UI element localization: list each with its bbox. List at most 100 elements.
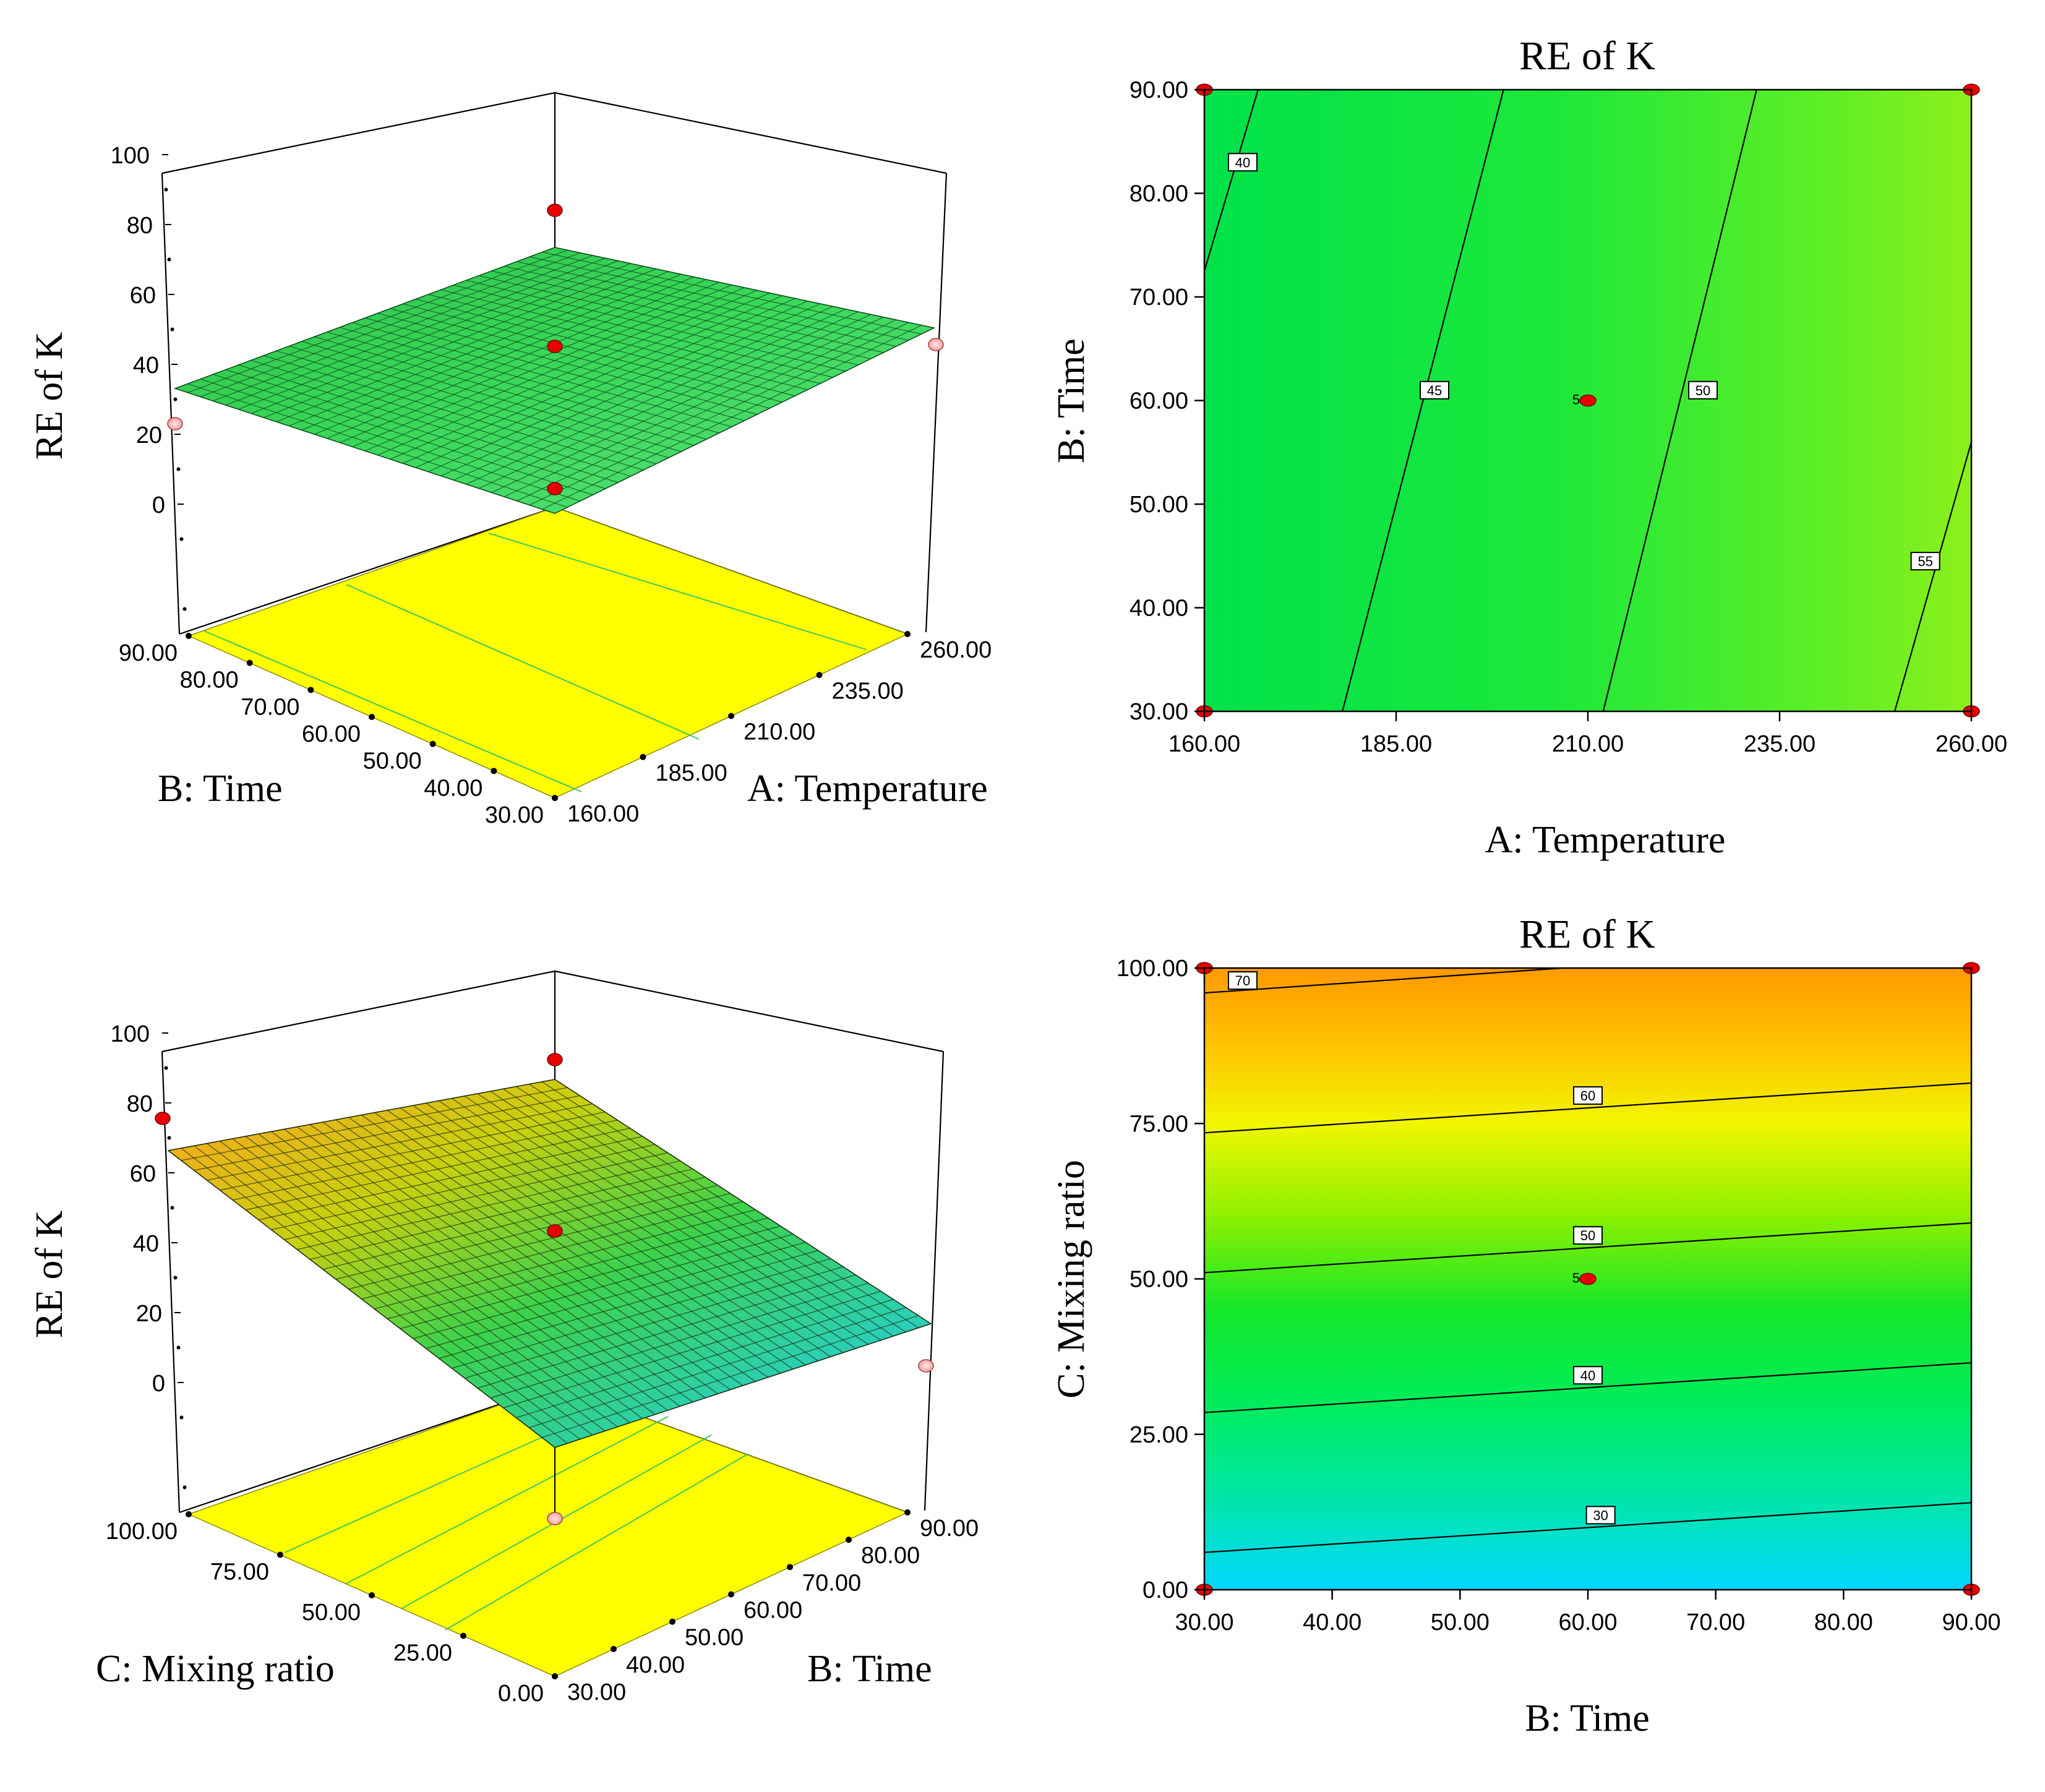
center-point bbox=[1579, 1272, 1597, 1285]
floor-tick-label: 80.00 bbox=[180, 667, 239, 693]
x-tick-label: 260.00 bbox=[1936, 731, 2007, 757]
contour-label-box bbox=[1573, 1226, 1603, 1245]
floor-tick bbox=[552, 1673, 558, 1679]
x-tick-label: 70.00 bbox=[1686, 1610, 1745, 1636]
floor-tick-label: 50.00 bbox=[363, 748, 422, 774]
floor-tick-label: 30.00 bbox=[485, 802, 544, 828]
floor-tick bbox=[904, 1509, 911, 1515]
contour-label: 30 bbox=[1593, 1507, 1608, 1523]
mesh-line bbox=[529, 1307, 906, 1428]
design-points bbox=[155, 1053, 934, 1525]
design-point bbox=[918, 1359, 934, 1373]
design-point bbox=[547, 204, 563, 217]
floor-tick-label: 40.00 bbox=[626, 1652, 685, 1678]
floor-tick bbox=[369, 714, 375, 720]
contour-label: 40 bbox=[1580, 1368, 1595, 1383]
floor-tick bbox=[186, 633, 192, 639]
x-tick-label: 30.00 bbox=[1175, 1610, 1233, 1636]
mesh-line bbox=[554, 327, 935, 514]
design-point bbox=[547, 1224, 563, 1238]
z-tick-label: 20 bbox=[136, 1301, 162, 1327]
mesh-line bbox=[541, 1315, 919, 1438]
floor-tick-label: 70.00 bbox=[802, 1570, 861, 1596]
z-minor-tick bbox=[167, 1136, 171, 1140]
z-minor-tick bbox=[164, 1066, 168, 1070]
mesh-line bbox=[516, 1298, 894, 1418]
y-tick-label: 25.00 bbox=[1130, 1422, 1188, 1448]
z-minor-tick bbox=[173, 397, 178, 401]
design-point bbox=[928, 338, 944, 351]
contour-lines bbox=[1204, 967, 1972, 1553]
contour-label-box bbox=[1573, 1366, 1603, 1385]
x-tick-label: 60.00 bbox=[1558, 1610, 1617, 1636]
mesh-line bbox=[529, 1084, 906, 1332]
x-tick-label: 50.00 bbox=[1431, 1610, 1490, 1636]
x-axis-label: B: Time bbox=[807, 1648, 932, 1690]
design-point bbox=[155, 1112, 171, 1125]
floor-tick-label: 75.00 bbox=[210, 1559, 269, 1585]
z-axis-ticks: 100 80 60 40 20 0 bbox=[111, 143, 187, 611]
floor-tick-label: 90.00 bbox=[920, 1515, 979, 1541]
y-tick-label: 80.00 bbox=[1130, 181, 1188, 207]
z-axis-label: RE of K bbox=[28, 1210, 71, 1338]
floor-tick-label: 30.00 bbox=[567, 1679, 626, 1705]
floor-tick bbox=[904, 631, 911, 637]
x-tick-label: 40.00 bbox=[1303, 1610, 1361, 1636]
mesh-line bbox=[503, 1088, 881, 1341]
floor-tick bbox=[277, 1551, 283, 1558]
x-axis-label: A: Temperature bbox=[747, 768, 988, 810]
floor-tick bbox=[246, 659, 253, 666]
z-minor-tick bbox=[182, 1485, 187, 1490]
floor-tick bbox=[186, 1511, 192, 1517]
floor-tick-label: 90.00 bbox=[119, 640, 178, 666]
contour-plot-temperature-time: RE of K 40 45 50 55 5 160.00 185.00 210.00 235… bbox=[1050, 33, 2007, 861]
floor-tick-label: 80.00 bbox=[861, 1543, 920, 1569]
floor-tick bbox=[787, 1564, 793, 1571]
floor-tick-label: 235.00 bbox=[832, 678, 904, 704]
contour-line bbox=[1203, 89, 1259, 272]
floor-tick-label: 210.00 bbox=[744, 719, 815, 745]
contour-label-box bbox=[1688, 380, 1718, 400]
mesh-line bbox=[503, 1290, 881, 1408]
floor-tick-label: 100.00 bbox=[106, 1519, 178, 1545]
floor-tick bbox=[846, 1537, 852, 1543]
y-tick-label: 90.00 bbox=[1130, 77, 1188, 103]
center-point-count: 5 bbox=[1572, 392, 1580, 408]
contour-label: 70 bbox=[1235, 973, 1250, 988]
mesh-line bbox=[554, 1323, 932, 1448]
floor-contour-line bbox=[204, 630, 582, 792]
surface-mesh bbox=[174, 247, 935, 514]
floor-tick bbox=[552, 795, 558, 801]
y-axis-label: C: Mixing ratio bbox=[96, 1648, 335, 1690]
floor-tick bbox=[460, 1632, 466, 1639]
y-axis-ticks: 30.00 40.00 50.00 60.00 70.00 80.00 90.00 bbox=[1130, 77, 1204, 725]
center-point bbox=[1579, 394, 1597, 407]
z-minor-tick bbox=[182, 607, 187, 611]
y-axis-label: B: Time bbox=[158, 768, 283, 810]
z-minor-tick bbox=[179, 537, 184, 541]
mesh-line bbox=[517, 261, 896, 347]
contour-label: 40 bbox=[1235, 155, 1250, 170]
contour-label: 50 bbox=[1696, 383, 1710, 398]
contour-line bbox=[1204, 1502, 1972, 1553]
floor-contours bbox=[204, 533, 867, 792]
contour-label: 60 bbox=[1580, 1088, 1595, 1104]
y-tick-label: 40.00 bbox=[1130, 596, 1188, 622]
mesh-line bbox=[517, 319, 896, 502]
z-minor-tick bbox=[170, 327, 174, 332]
x-axis-ticks: 160.00 185.00 210.00 235.00 260.00 bbox=[1168, 711, 2007, 757]
contour-line bbox=[1342, 89, 1504, 712]
contour-label-box bbox=[1228, 153, 1258, 172]
floor-tick-label: 70.00 bbox=[241, 694, 299, 720]
x-axis-label: A: Temperature bbox=[1485, 819, 1726, 861]
floor-projection bbox=[187, 507, 909, 799]
z-tick-label: 80 bbox=[127, 1091, 153, 1117]
mesh-line bbox=[504, 265, 884, 353]
z-axis-label: RE of K bbox=[28, 332, 71, 460]
x-axis-ticks: 30.00 40.00 50.00 60.00 70.00 80.00 90.00 bbox=[1175, 1590, 2001, 1636]
contour-label-box bbox=[1228, 971, 1258, 990]
y-axis-label: B: Time bbox=[1050, 338, 1092, 463]
chart-title: RE of K bbox=[1519, 912, 1655, 957]
mesh-line bbox=[490, 1282, 868, 1399]
